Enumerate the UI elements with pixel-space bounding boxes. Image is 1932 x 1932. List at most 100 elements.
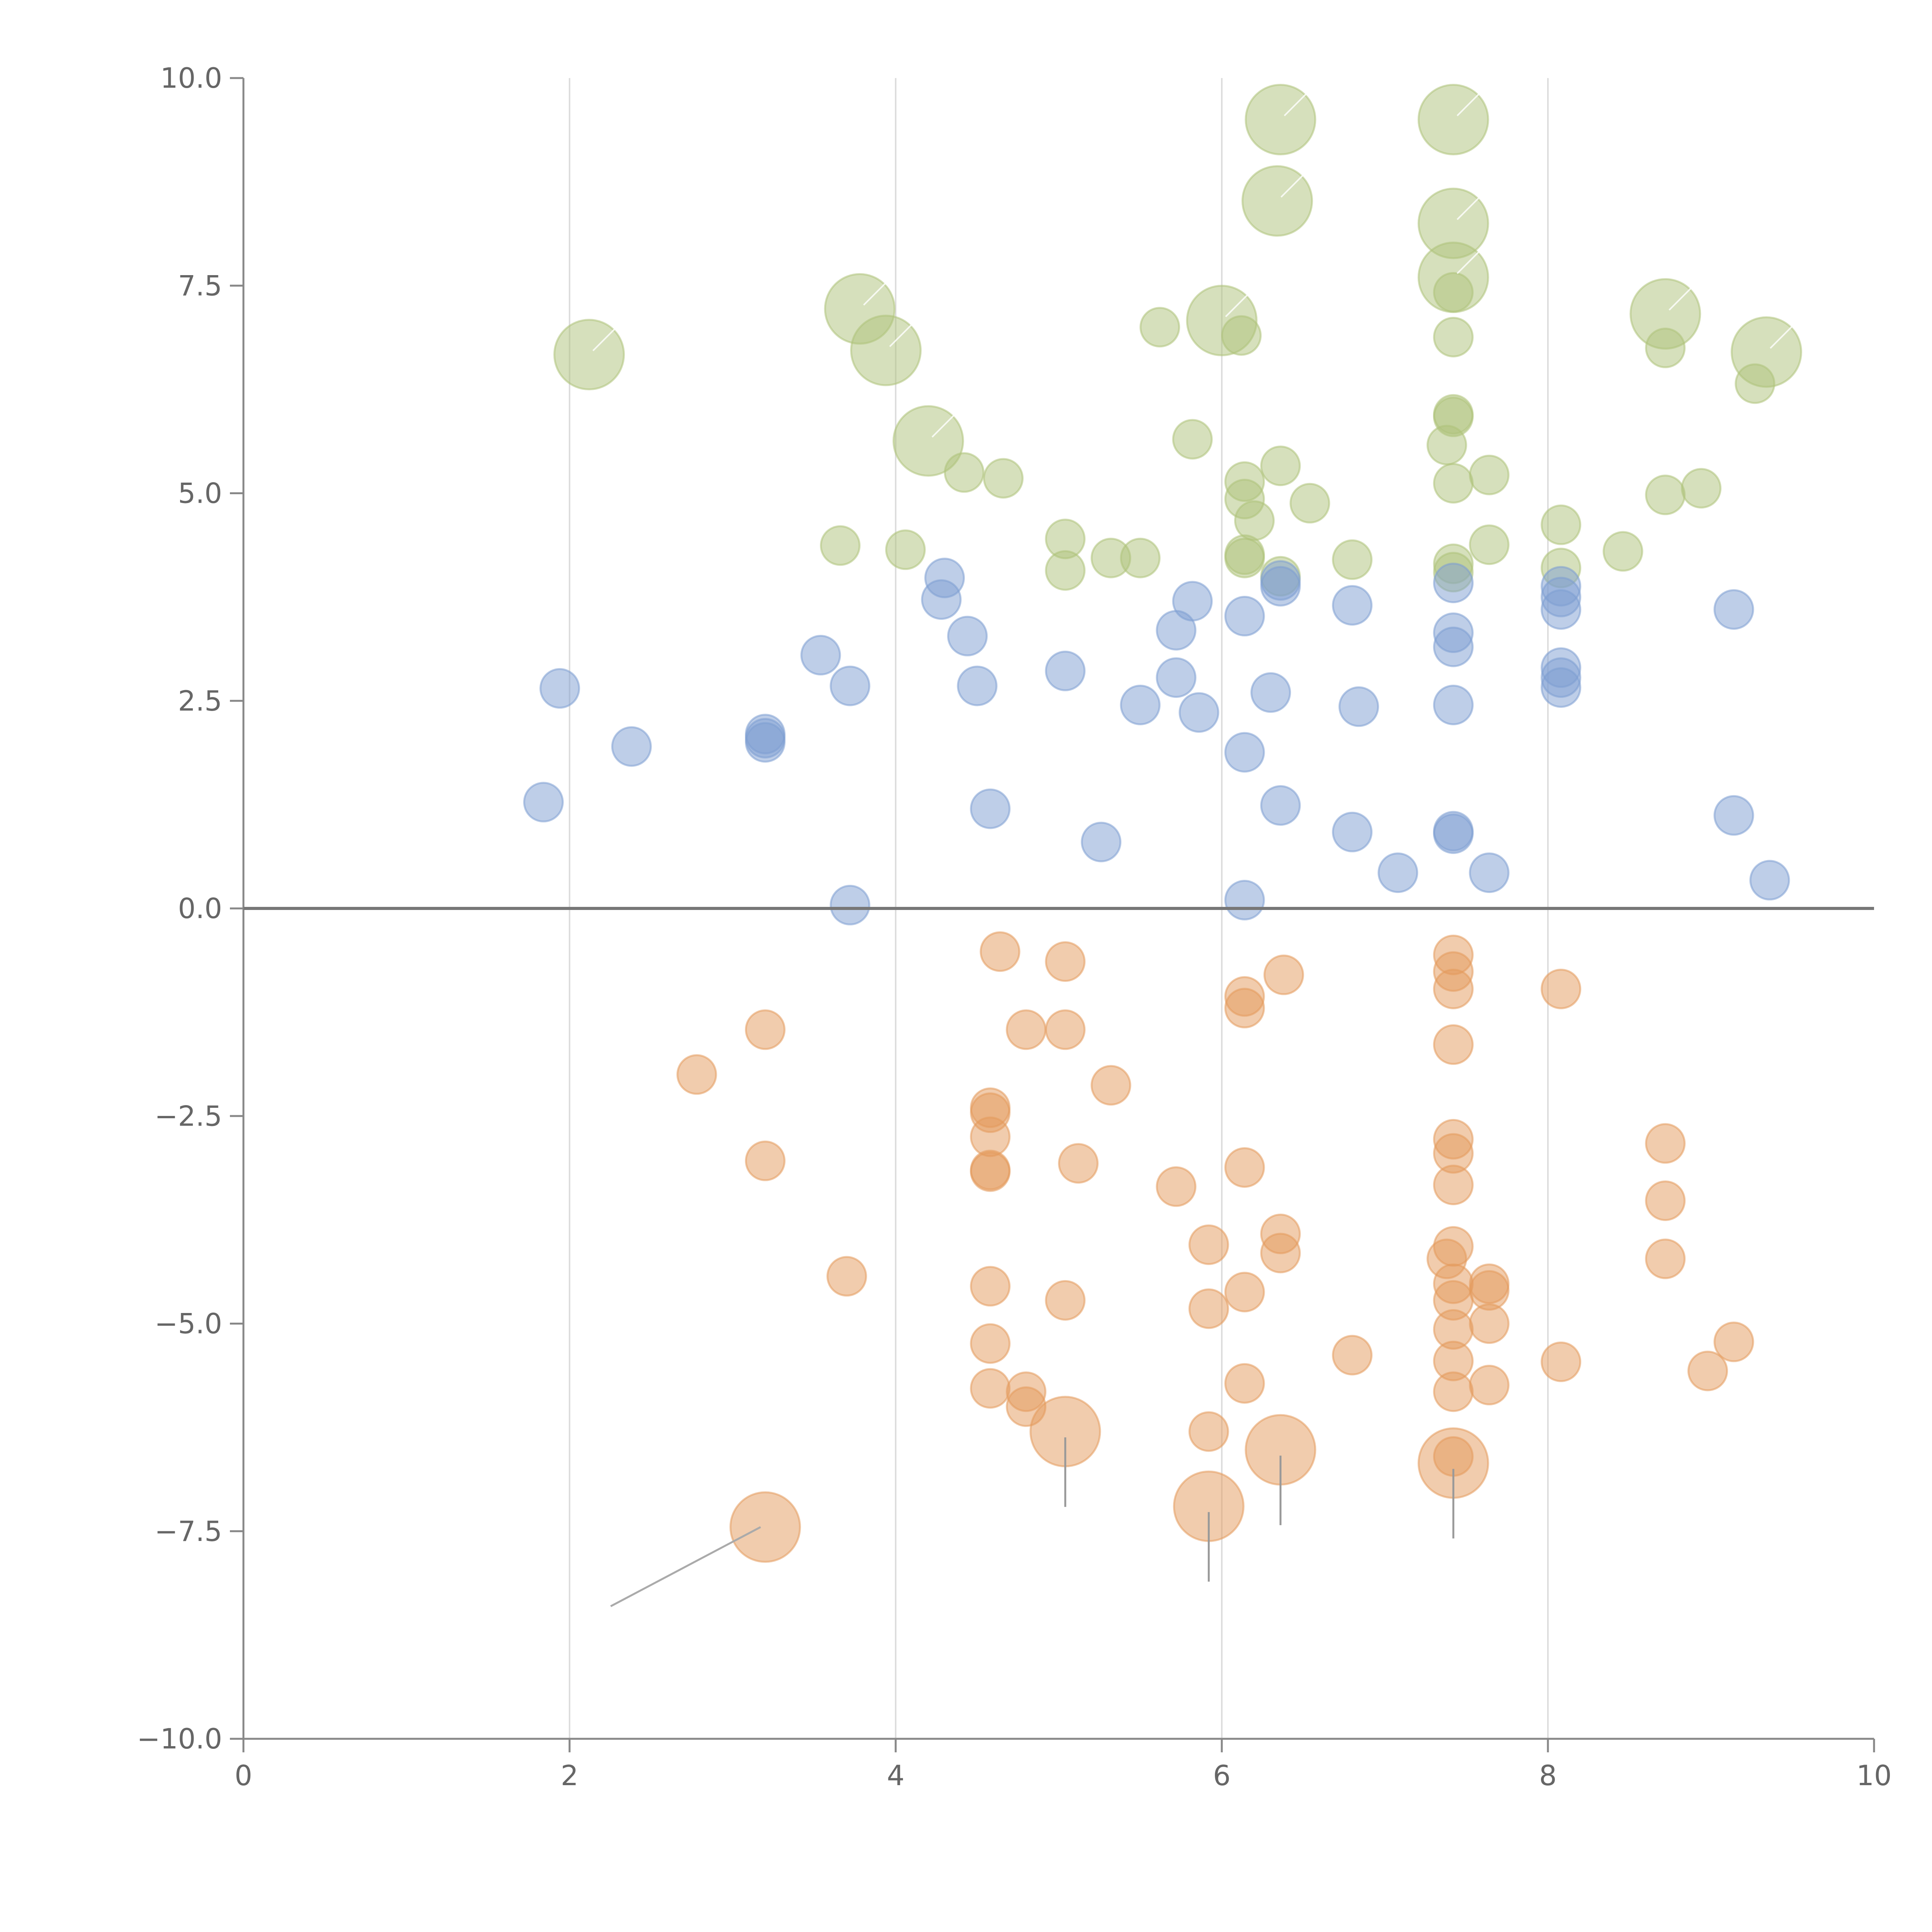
data-point <box>1713 589 1754 630</box>
data-point <box>1250 672 1291 713</box>
data-point <box>1188 1411 1229 1452</box>
data-point <box>1541 589 1582 630</box>
axes: 0 2 4 6 8 10 −10.0 −7.5 −5.0 −2.5 0.0 2.5 5.0 7.5 10.0 <box>137 62 1891 1792</box>
data-point <box>1058 1143 1099 1184</box>
data-point <box>800 635 841 676</box>
data-point <box>1260 785 1301 826</box>
data-point <box>1645 1238 1686 1279</box>
data-point <box>1469 1303 1510 1344</box>
callout-line <box>889 323 914 347</box>
data-point <box>1469 454 1510 495</box>
data-point <box>1469 852 1510 893</box>
data-point <box>1338 686 1379 727</box>
data-point <box>1378 852 1418 893</box>
data-point <box>1433 626 1474 667</box>
data-point <box>1156 657 1197 698</box>
x-tick-label: 10 <box>1856 1759 1892 1792</box>
data-point <box>1681 468 1722 509</box>
data-point <box>1541 504 1582 545</box>
y-tick-label: −2.5 <box>155 1100 222 1132</box>
data-point <box>1172 419 1213 460</box>
x-tick-label: 6 <box>1213 1759 1231 1792</box>
data-point <box>970 1368 1011 1409</box>
callout-line <box>1668 286 1693 311</box>
data-point <box>1426 425 1467 466</box>
data-point <box>1332 539 1373 580</box>
y-tick-label: 10.0 <box>160 62 222 94</box>
data-point <box>885 529 926 570</box>
data-point <box>1156 1166 1197 1207</box>
data-point <box>1687 1350 1728 1391</box>
x-tick-label: 2 <box>561 1759 578 1792</box>
data-point <box>1541 667 1582 708</box>
data-point <box>1188 1224 1229 1265</box>
data-point <box>1045 650 1086 691</box>
callout-line <box>1456 92 1481 116</box>
data-point <box>1260 446 1301 486</box>
data-point <box>1433 968 1474 1009</box>
data-point <box>1433 463 1474 504</box>
data-points <box>523 83 1802 1563</box>
data-point <box>826 1256 867 1297</box>
data-point <box>1224 988 1265 1029</box>
data-point <box>1332 811 1373 852</box>
data-point <box>1541 1341 1582 1382</box>
callout-line <box>863 281 888 306</box>
data-point <box>1120 684 1161 725</box>
data-point <box>970 788 1011 829</box>
y-tick-label: 2.5 <box>178 685 222 717</box>
data-point <box>1469 524 1510 565</box>
callout-line <box>1284 92 1308 116</box>
data-point <box>1332 1335 1373 1376</box>
data-point <box>970 1266 1011 1307</box>
data-point <box>539 668 580 709</box>
data-point <box>1289 483 1330 524</box>
data-point <box>1139 307 1180 348</box>
data-point <box>1224 1363 1265 1404</box>
callout-line <box>1281 173 1305 198</box>
data-point <box>1645 1123 1686 1164</box>
data-point <box>1179 692 1219 733</box>
callout-line <box>1456 196 1481 220</box>
data-point <box>970 1151 1011 1192</box>
data-point <box>1234 500 1275 541</box>
data-point <box>980 931 1020 972</box>
data-point <box>970 1323 1011 1364</box>
callout-line <box>1770 324 1794 349</box>
y-tick-label: −7.5 <box>155 1515 222 1548</box>
data-point <box>1090 1065 1131 1106</box>
callout-line <box>610 1526 761 1607</box>
x-tick-label: 4 <box>887 1759 905 1792</box>
data-point <box>1433 1165 1474 1206</box>
data-point <box>1433 1024 1474 1065</box>
data-point <box>957 665 998 706</box>
data-point <box>1433 563 1474 604</box>
callout-lines <box>592 92 1794 1607</box>
data-point <box>1224 534 1265 575</box>
data-point <box>1749 860 1790 901</box>
data-point <box>1006 1009 1047 1050</box>
data-point <box>1045 941 1086 982</box>
callout-line <box>931 413 956 438</box>
data-point <box>1045 1009 1086 1050</box>
data-point <box>676 1054 717 1095</box>
data-point <box>983 458 1024 499</box>
data-point <box>1224 1147 1265 1188</box>
data-point <box>1120 537 1161 578</box>
data-point <box>1645 474 1686 515</box>
data-point <box>1433 1371 1474 1412</box>
data-point <box>1081 821 1122 862</box>
callout-line <box>592 327 617 352</box>
data-point <box>947 616 988 656</box>
data-point <box>1224 1272 1265 1313</box>
data-point <box>921 579 962 620</box>
data-point <box>745 722 786 763</box>
data-point <box>611 726 652 767</box>
data-point <box>1602 531 1643 572</box>
data-point <box>1224 596 1265 637</box>
data-point <box>1224 732 1265 773</box>
data-point <box>1045 1280 1086 1321</box>
y-tick-label: 5.0 <box>178 477 222 510</box>
data-point <box>1541 968 1582 1009</box>
